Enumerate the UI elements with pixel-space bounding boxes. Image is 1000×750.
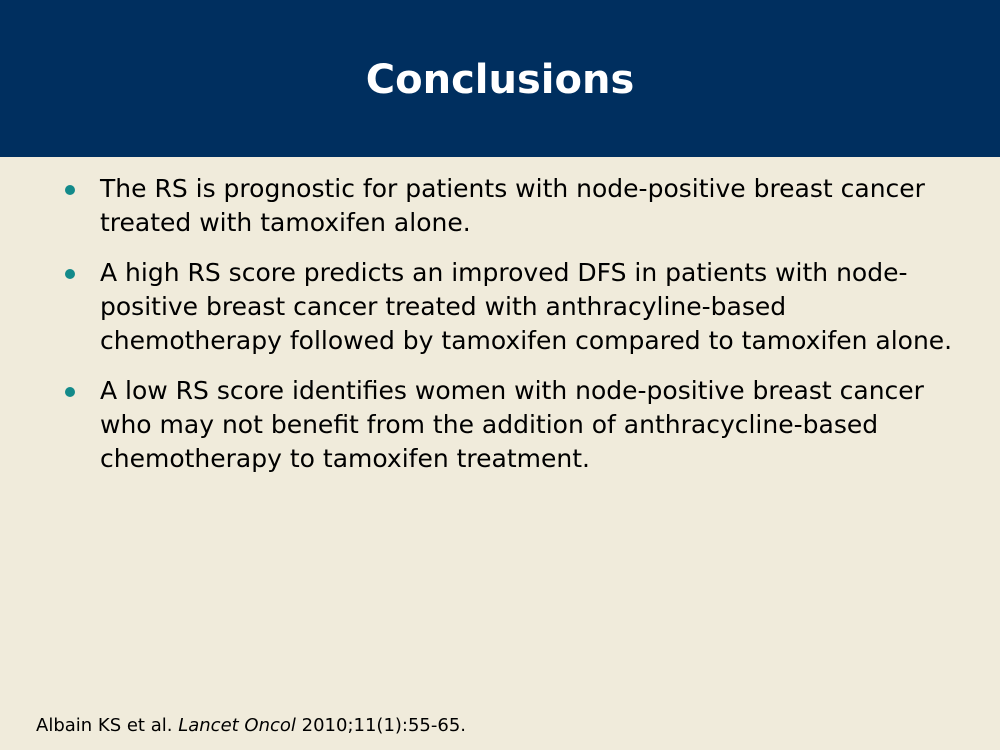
bullet-text: The RS is prognostic for patients with n…: [100, 174, 925, 237]
bullet-list: The RS is prognostic for patients with n…: [60, 172, 960, 492]
bullet-dot-icon: [65, 269, 75, 279]
title-bar: Conclusions: [0, 0, 1000, 157]
citation: Albain KS et al. Lancet Oncol 2010;11(1)…: [36, 713, 466, 739]
bullet-dot-icon: [65, 185, 75, 195]
citation-authors: Albain KS et al.: [36, 715, 173, 736]
citation-reference: 2010;11(1):55-65.: [301, 715, 467, 736]
bullet-item: The RS is prognostic for patients with n…: [60, 172, 960, 240]
bullet-text: A low RS score identifies women with nod…: [100, 376, 924, 473]
bullet-item: A high RS score predicts an improved DFS…: [60, 256, 960, 358]
bullet-text: A high RS score predicts an improved DFS…: [100, 258, 953, 355]
bullet-item: A low RS score identifies women with nod…: [60, 374, 960, 476]
slide-title: Conclusions: [365, 57, 635, 103]
bullet-dot-icon: [65, 387, 75, 397]
citation-journal: Lancet Oncol: [178, 715, 296, 736]
